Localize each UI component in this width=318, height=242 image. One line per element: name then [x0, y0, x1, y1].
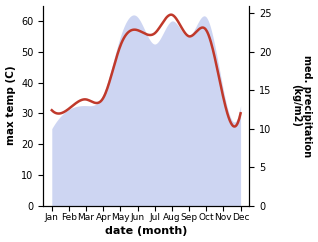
Y-axis label: med. precipitation
(kg/m2): med. precipitation (kg/m2)	[291, 54, 313, 157]
X-axis label: date (month): date (month)	[105, 227, 187, 236]
Y-axis label: max temp (C): max temp (C)	[5, 66, 16, 145]
